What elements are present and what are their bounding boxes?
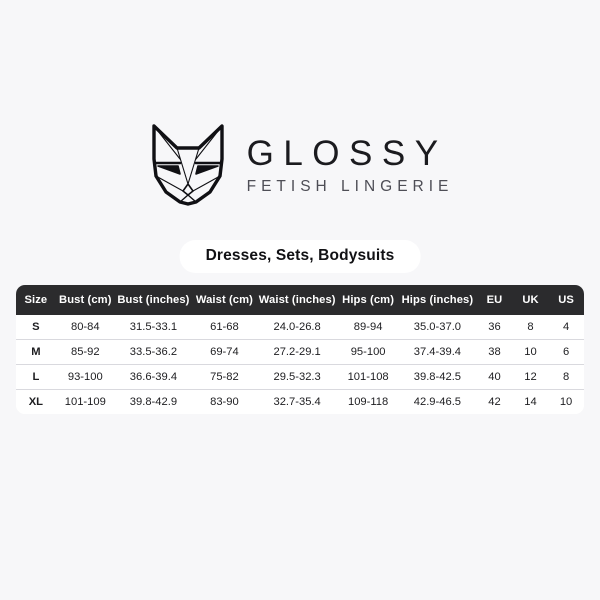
cell-uk: 8 xyxy=(512,315,549,340)
cell-hips-cm: 89-94 xyxy=(337,315,399,340)
cell-size: S xyxy=(16,315,56,340)
cell-size: M xyxy=(16,339,56,365)
cell-bust-cm: 80-84 xyxy=(55,315,115,340)
cell-us: 10 xyxy=(548,389,584,414)
cell-eu: 40 xyxy=(476,364,513,390)
table-row: M 85-92 33.5-36.2 69-74 27.2-29.1 95-100… xyxy=(16,339,584,365)
brand-name: GLOSSY xyxy=(246,134,448,174)
column-header-us: US xyxy=(548,285,584,315)
cell-eu: 38 xyxy=(476,339,513,365)
cell-bust-inches: 31.5-33.1 xyxy=(114,315,193,340)
category-title-pill: Dresses, Sets, Bodysuits xyxy=(179,240,421,273)
cell-bust-cm: 101-109 xyxy=(55,389,115,414)
cell-waist-inches: 32.7-35.4 xyxy=(256,389,338,414)
cell-waist-inches: 29.5-32.3 xyxy=(256,364,338,390)
cell-us: 8 xyxy=(548,364,584,390)
column-header-bust-inches: Bust (inches) xyxy=(114,285,193,315)
table-header: Size Bust (cm) Bust (inches) Waist (cm) … xyxy=(16,285,584,315)
cell-us: 4 xyxy=(548,315,584,340)
cell-eu: 42 xyxy=(476,389,513,414)
cell-hips-inches: 39.8-42.5 xyxy=(398,364,477,390)
column-header-size: Size xyxy=(16,285,56,315)
size-chart-table-container: Size Bust (cm) Bust (inches) Waist (cm) … xyxy=(16,285,584,414)
table-row: XL 101-109 39.8-42.9 83-90 32.7-35.4 109… xyxy=(16,389,584,414)
brand-header: GLOSSY FETISH LINGERIE xyxy=(0,122,600,206)
cell-uk: 12 xyxy=(512,364,549,390)
cell-waist-inches: 27.2-29.1 xyxy=(256,339,338,365)
table-row: L 93-100 36.6-39.4 75-82 29.5-32.3 101-1… xyxy=(16,364,584,390)
cell-hips-inches: 35.0-37.0 xyxy=(398,315,477,340)
cell-size: XL xyxy=(16,389,56,414)
cell-bust-inches: 33.5-36.2 xyxy=(114,339,193,365)
cat-head-icon xyxy=(147,122,229,206)
cell-waist-cm: 61-68 xyxy=(192,315,257,340)
cell-uk: 10 xyxy=(512,339,549,365)
column-header-waist-cm: Waist (cm) xyxy=(192,285,257,315)
column-header-uk: UK xyxy=(512,285,549,315)
brand-tagline: FETISH LINGERIE xyxy=(246,178,454,196)
cell-hips-inches: 37.4-39.4 xyxy=(398,339,477,365)
cell-hips-cm: 101-108 xyxy=(337,364,399,390)
column-header-bust-cm: Bust (cm) xyxy=(55,285,115,315)
column-header-waist-inches: Waist (inches) xyxy=(256,285,338,315)
cell-bust-inches: 36.6-39.4 xyxy=(114,364,193,390)
column-header-hips-cm: Hips (cm) xyxy=(337,285,399,315)
cell-uk: 14 xyxy=(512,389,549,414)
column-header-hips-inches: Hips (inches) xyxy=(398,285,477,315)
column-header-eu: EU xyxy=(476,285,513,315)
cell-us: 6 xyxy=(548,339,584,365)
table-row: S 80-84 31.5-33.1 61-68 24.0-26.8 89-94 … xyxy=(16,315,584,340)
cell-hips-cm: 109-118 xyxy=(337,389,399,414)
cell-waist-cm: 69-74 xyxy=(192,339,257,365)
table-body: S 80-84 31.5-33.1 61-68 24.0-26.8 89-94 … xyxy=(16,315,584,414)
cell-size: L xyxy=(16,364,56,390)
cell-waist-cm: 75-82 xyxy=(192,364,257,390)
cell-hips-inches: 42.9-46.5 xyxy=(398,389,477,414)
cell-bust-cm: 85-92 xyxy=(55,339,115,365)
table-header-row: Size Bust (cm) Bust (inches) Waist (cm) … xyxy=(16,285,584,315)
cell-waist-cm: 83-90 xyxy=(192,389,257,414)
size-chart-table: Size Bust (cm) Bust (inches) Waist (cm) … xyxy=(16,285,584,414)
cell-hips-cm: 95-100 xyxy=(337,339,399,365)
cell-bust-inches: 39.8-42.9 xyxy=(114,389,193,414)
cell-eu: 36 xyxy=(476,315,513,340)
cell-waist-inches: 24.0-26.8 xyxy=(256,315,338,340)
cell-bust-cm: 93-100 xyxy=(55,364,115,390)
brand-wordmark: GLOSSY FETISH LINGERIE xyxy=(245,131,454,196)
